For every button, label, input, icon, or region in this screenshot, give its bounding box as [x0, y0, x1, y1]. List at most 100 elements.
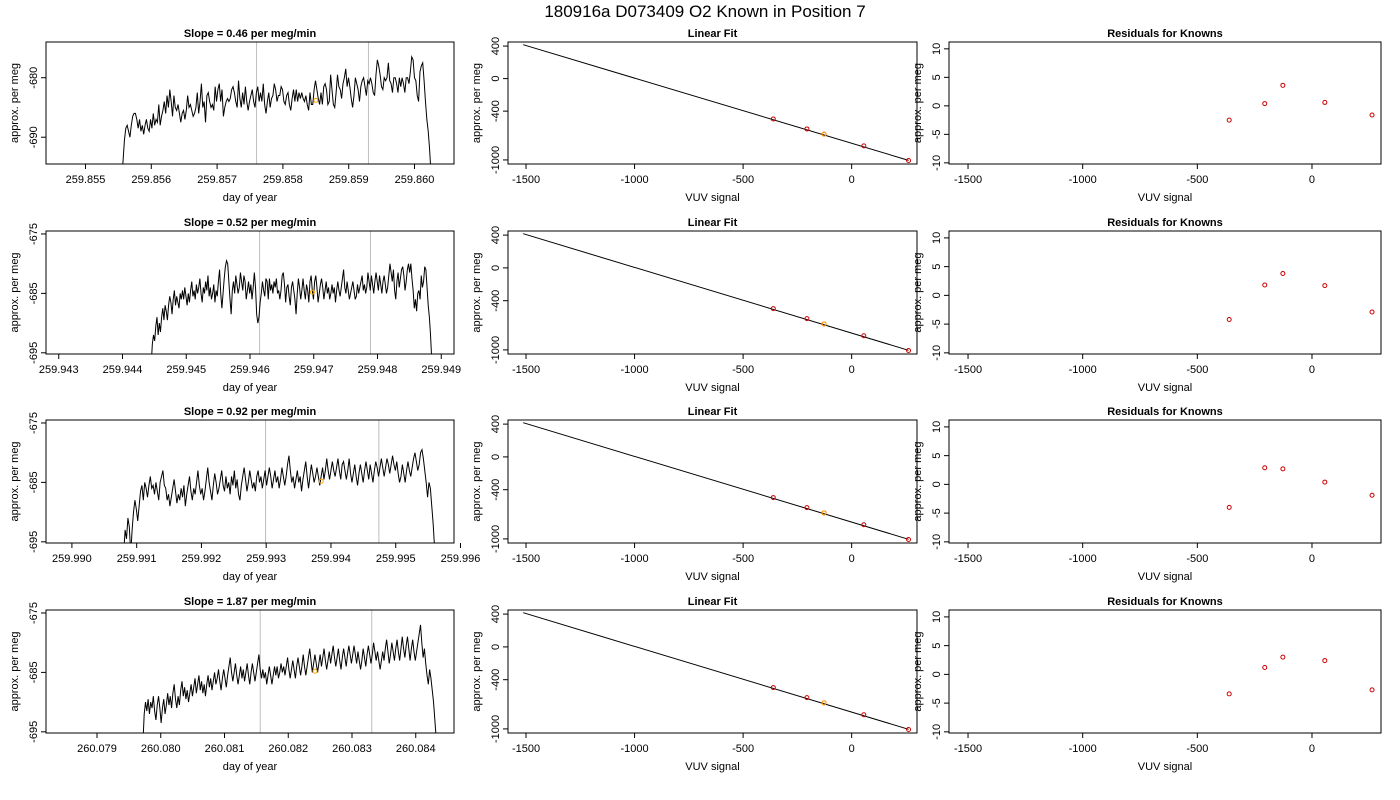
x-tick-label: 259.944: [103, 364, 143, 376]
data-point: [1369, 492, 1375, 498]
y-tick-label: 0: [931, 671, 943, 677]
y-tick-label: 0: [490, 644, 502, 650]
panel-title: Residuals for Knowns: [1107, 406, 1223, 418]
x-tick-label: -1500: [512, 364, 540, 376]
data-point: [1262, 465, 1268, 471]
y-tick-label: -5: [931, 508, 943, 518]
panel-title: Slope = 0.92 per meg/min: [184, 406, 317, 418]
plot-frame: [948, 41, 1382, 165]
x-tick-label: -1000: [620, 174, 648, 186]
y-tick-label: -400: [490, 290, 502, 312]
y-tick-label: 5: [931, 74, 943, 80]
data-point: [1280, 82, 1286, 88]
x-tick-label: -500: [1186, 743, 1208, 755]
panel-title: Linear Fit: [688, 28, 738, 40]
x-tick-label: 259.990: [52, 553, 92, 565]
y-axis-label: approx. per meg: [9, 63, 21, 143]
panel-title: Linear Fit: [688, 406, 738, 418]
data-point: [770, 685, 776, 691]
y-tick-label: -685: [28, 282, 40, 304]
chart-panel-11: Linear Fit -1500 -1000 -500 0 400 0 -400 -1000 VU…: [471, 596, 918, 773]
y-tick-label: -685: [28, 661, 40, 683]
y-tick-label: -695: [28, 531, 40, 553]
chart-panel-4: Slope = 0.52 per meg/min 259.943 259.944 25…: [9, 217, 461, 394]
x-tick-label: -1500: [954, 743, 982, 755]
x-tick-label: 259.991: [117, 553, 157, 565]
x-tick-label: 0: [1309, 553, 1315, 565]
plot-area: [122, 54, 431, 164]
x-tick-label: 0: [1309, 174, 1315, 186]
y-axis-label: approx. per meg: [471, 63, 483, 143]
y-tick-label: -675: [28, 412, 40, 434]
x-tick-label: -1500: [512, 553, 540, 565]
x-tick-label: 0: [1309, 364, 1315, 376]
data-point: [1280, 271, 1286, 277]
y-tick-label: -400: [490, 479, 502, 501]
x-tick-label: -500: [732, 553, 754, 565]
x-tick-label: 259.943: [39, 364, 79, 376]
plot-area: [142, 624, 437, 733]
x-axis-label: day of year: [223, 571, 278, 583]
plot-frame: [507, 41, 918, 165]
x-tick-label: 259.949: [421, 364, 461, 376]
chart-panel-10: Slope = 1.87 per meg/min 260.079 260.080 26…: [9, 596, 455, 773]
x-tick-label: -500: [732, 364, 754, 376]
y-axis-label: approx. per meg: [471, 441, 483, 521]
data-point: [1226, 117, 1232, 123]
y-tick-label: 0: [931, 481, 943, 487]
x-tick-label: 259.856: [131, 174, 171, 186]
y-tick-label: -675: [28, 223, 40, 245]
data-point: [861, 333, 867, 339]
plot-area: [1226, 465, 1375, 510]
plot-frame: [45, 609, 455, 734]
y-tick-label: -400: [490, 669, 502, 691]
chart-panel-7: Slope = 0.92 per meg/min 259.990 259.991 25…: [9, 406, 480, 583]
x-tick-label: 260.080: [141, 743, 181, 755]
y-axis-label: approx. per meg: [9, 441, 21, 521]
plot-frame: [948, 609, 1382, 734]
series-line: [142, 624, 437, 733]
x-tick-label: -1500: [954, 174, 982, 186]
data-point: [1280, 654, 1286, 660]
chart-panel-2: Linear Fit -1500 -1000 -500 0 400 0 -400 -1000 VU…: [471, 28, 918, 204]
panel-title: Slope = 0.46 per meg/min: [184, 28, 317, 40]
x-tick-label: 0: [1309, 743, 1315, 755]
panel-title: Residuals for Knowns: [1107, 596, 1223, 608]
x-tick-label: -1500: [954, 364, 982, 376]
data-point: [1322, 283, 1328, 289]
y-tick-label: -5: [931, 698, 943, 708]
data-point: [1262, 664, 1268, 670]
plot-area: [1226, 271, 1375, 323]
chart-panel-5: Linear Fit -1500 -1000 -500 0 400 0 -400 -1000 VU…: [471, 217, 918, 394]
plot-area: [123, 448, 435, 543]
x-tick-label: 259.858: [263, 174, 303, 186]
series-line: [122, 54, 431, 164]
series-line: [123, 448, 435, 543]
data-point: [1226, 691, 1232, 697]
x-tick-label: -1000: [1069, 743, 1097, 755]
y-tick-label: -1000: [490, 146, 502, 174]
x-tick-label: 259.994: [311, 553, 351, 565]
y-tick-label: -675: [28, 602, 40, 624]
y-axis-label: approx. per meg: [912, 631, 924, 711]
fit-line: [523, 612, 909, 730]
x-axis-label: VUV signal: [1138, 192, 1192, 204]
data-point: [770, 495, 776, 501]
x-tick-label: 0: [849, 743, 855, 755]
x-tick-label: 259.993: [246, 553, 286, 565]
y-tick-label: -690: [28, 126, 40, 148]
data-point: [906, 347, 912, 353]
data-point: [1226, 317, 1232, 323]
y-tick-label: 5: [931, 453, 943, 459]
x-axis-label: VUV signal: [685, 761, 739, 773]
data-point: [1322, 658, 1328, 664]
highlight-marker: [313, 97, 319, 103]
highlight-marker: [821, 700, 827, 706]
panel-title: Linear Fit: [688, 596, 738, 608]
plot-area: [523, 44, 912, 164]
data-point: [1262, 282, 1268, 288]
highlight-marker: [318, 478, 324, 484]
data-point: [906, 726, 912, 732]
x-axis-label: day of year: [223, 761, 278, 773]
highlight-marker: [821, 131, 827, 137]
